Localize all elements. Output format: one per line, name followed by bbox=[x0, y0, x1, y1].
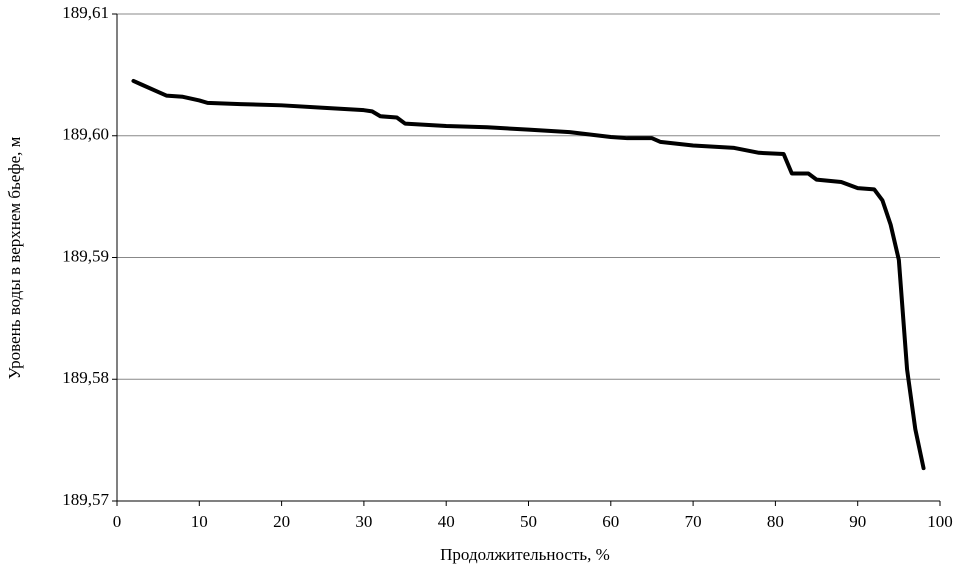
y-tick-label: 189,59 bbox=[62, 246, 109, 265]
y-tick-label: 189,58 bbox=[62, 368, 109, 387]
x-tick-label: 10 bbox=[191, 512, 208, 531]
y-tick-label: 189,57 bbox=[62, 490, 109, 509]
line-series bbox=[131, 78, 926, 471]
x-tick-label: 60 bbox=[602, 512, 619, 531]
x-tick-label: 20 bbox=[273, 512, 290, 531]
x-tick-label: 100 bbox=[927, 512, 953, 531]
x-tick-label: 50 bbox=[520, 512, 537, 531]
x-tick-label: 90 bbox=[849, 512, 866, 531]
x-tick-label: 70 bbox=[685, 512, 702, 531]
x-tick-label: 80 bbox=[767, 512, 784, 531]
y-tick-label: 189,61 bbox=[62, 3, 109, 22]
x-tick-label: 30 bbox=[355, 512, 372, 531]
y-axis-label: Уровень воды в верхнем бьефе, м bbox=[5, 136, 24, 379]
x-axis-label: Продолжительность, % bbox=[440, 545, 610, 564]
x-tick-label: 40 bbox=[438, 512, 455, 531]
y-tick-label: 189,60 bbox=[62, 125, 109, 144]
x-tick-label: 0 bbox=[113, 512, 122, 531]
